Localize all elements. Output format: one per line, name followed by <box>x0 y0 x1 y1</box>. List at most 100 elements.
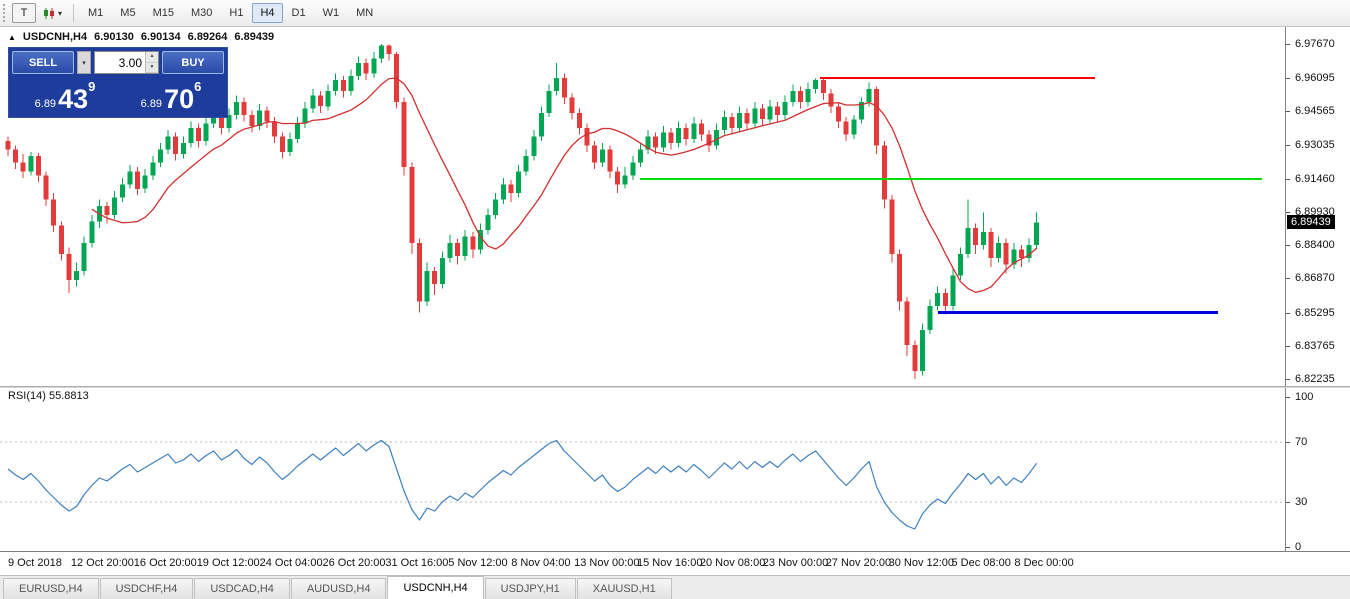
time-axis[interactable]: 9 Oct 2018 12 Oct 20:00 16 Oct 20:00 19 Oct… <box>0 551 1350 575</box>
price-axis-label: 6.83765 <box>1295 339 1335 352</box>
price-axis-tick <box>1286 345 1290 347</box>
time-axis-label: 20 Nov 08:00 <box>699 557 766 569</box>
price-axis-label: 6.82235 <box>1295 372 1335 385</box>
price-axis-tick <box>1286 144 1290 146</box>
chart-tab-usdcad[interactable]: USDCAD,H4 <box>194 578 290 599</box>
time-axis-label: 5 Nov 12:00 <box>448 557 508 569</box>
price-chart-area[interactable]: ▲ USDCNH,H4 6.90130 6.90134 6.89264 6.89… <box>0 27 1350 386</box>
ask-prefix: 6.89 <box>140 98 163 110</box>
bid-big-digits: 43 <box>58 84 89 114</box>
timeframe-button-m30[interactable]: M30 <box>183 3 220 23</box>
symbol-label: USDCNH,H4 <box>22 31 88 43</box>
buy-button[interactable]: BUY <box>162 51 224 74</box>
time-axis-label: 13 Nov 00:00 <box>574 557 640 569</box>
rsi-value: 55.8813 <box>48 390 89 402</box>
time-axis-label: 8 Dec 00:00 <box>1014 557 1074 569</box>
timeframe-toolbar: M1 M5 M15 M30 H1 H4 D1 W1 MN <box>80 3 381 23</box>
lot-increase-button[interactable]: ▲ <box>146 52 158 63</box>
timeframe-button-d1[interactable]: D1 <box>284 3 314 23</box>
price-axis-tick <box>1286 111 1290 113</box>
sell-button[interactable]: SELL <box>12 51 74 74</box>
chart-tab-usdjpy[interactable]: USDJPY,H1 <box>484 578 576 599</box>
price-axis-label: 6.88400 <box>1295 239 1335 252</box>
price-axis-label: 6.94565 <box>1295 105 1335 118</box>
dropdown-caret-icon: ▾ <box>58 8 63 18</box>
bid-prefix: 6.89 <box>34 98 57 110</box>
time-axis-label: 8 Nov 04:00 <box>511 557 571 569</box>
low-value: 6.89264 <box>187 31 228 43</box>
time-axis-label: 24 Oct 04:00 <box>259 557 323 569</box>
panel-splitter[interactable] <box>0 386 1350 388</box>
rsi-label: RSI(14) <box>8 390 46 402</box>
timeframe-button-m5[interactable]: M5 <box>112 3 143 23</box>
candlestick-icon <box>44 7 54 19</box>
rsi-axis: 100 70 30 0 <box>1285 388 1350 553</box>
toolbar-separator <box>73 4 75 22</box>
lot-size-input[interactable] <box>95 52 145 73</box>
time-axis-label: 5 Dec 08:00 <box>951 557 1011 569</box>
price-axis-label: 6.97670 <box>1295 38 1335 50</box>
toolbar-grip[interactable] <box>3 4 8 22</box>
price-axis-tick <box>1286 278 1290 280</box>
chart-style-button[interactable]: ▾ <box>38 3 66 23</box>
price-axis-label: 6.86870 <box>1295 272 1335 285</box>
price-axis-tick <box>1286 211 1290 213</box>
price-axis-label: 6.93035 <box>1295 138 1335 151</box>
timeframe-button-w1[interactable]: W1 <box>315 3 348 23</box>
time-axis-label: 26 Oct 20:00 <box>322 557 386 569</box>
rsi-axis-label: 30 <box>1295 496 1308 508</box>
time-axis-label: 30 Nov 12:00 <box>888 557 955 569</box>
rsi-header: RSI(14) 55.8813 <box>8 390 89 402</box>
timeframe-button-h4[interactable]: H4 <box>252 3 283 23</box>
ask-quote[interactable]: 6.89 70 6 <box>118 77 224 114</box>
rsi-panel[interactable]: RSI(14) 55.8813 100 70 30 0 <box>0 388 1350 553</box>
panel-toggle-icon[interactable]: ▲ <box>8 32 16 42</box>
timeframe-button-mn[interactable]: MN <box>348 3 381 23</box>
time-axis-label: 31 Oct 16:00 <box>385 557 449 569</box>
timeframe-button-h1[interactable]: H1 <box>221 3 251 23</box>
price-axis-tick <box>1286 78 1290 80</box>
timeframe-button-m1[interactable]: M1 <box>80 3 111 23</box>
price-axis-label: 6.91460 <box>1295 172 1335 185</box>
price-axis-tick <box>1286 312 1290 314</box>
rsi-svg[interactable] <box>0 388 1285 551</box>
bid-quote[interactable]: 6.89 43 9 <box>12 77 118 114</box>
lot-decrease-button[interactable]: ▼ <box>146 62 158 73</box>
price-axis[interactable]: 6.97670 6.96095 6.94565 6.93035 6.91460 6.899… <box>1285 27 1350 386</box>
price-axis-tick <box>1286 178 1290 180</box>
time-axis-label: 15 Nov 16:00 <box>637 557 703 569</box>
ohlc-header: ▲ USDCNH,H4 6.90130 6.90134 6.89264 6.89… <box>8 31 274 43</box>
open-value: 6.90130 <box>94 31 134 43</box>
current-price-tag: 6.89439 <box>1287 214 1335 229</box>
ask-big-digits: 70 <box>164 84 195 114</box>
close-value: 6.89439 <box>234 31 275 43</box>
chart-tab-xauusd[interactable]: XAUUSD,H1 <box>576 578 672 599</box>
chart-tab-usdcnh[interactable]: USDCNH,H4 <box>387 576 484 599</box>
price-axis-label: 6.85295 <box>1295 306 1335 319</box>
chart-tab-usdchf[interactable]: USDCHF,H4 <box>99 578 194 599</box>
rsi-axis-tick <box>1286 502 1290 503</box>
price-chart-svg[interactable] <box>0 27 1285 386</box>
rsi-axis-label: 100 <box>1295 391 1314 403</box>
price-axis-tick <box>1286 378 1290 380</box>
rsi-axis-label: 70 <box>1295 436 1308 448</box>
chart-tab-eurusd[interactable]: EURUSD,H4 <box>3 578 99 599</box>
price-axis-label: 6.96095 <box>1295 72 1335 85</box>
templates-icon: T <box>20 7 28 19</box>
templates-button[interactable]: T <box>12 3 36 23</box>
chart-tab-bar: EURUSD,H4 USDCHF,H4 USDCAD,H4 AUDUSD,H4 USDC… <box>0 575 1350 599</box>
top-toolbar: T ▾ M1 M5 M15 M30 H1 H4 D1 W1 MN <box>0 0 1350 27</box>
bid-pip-digit: 9 <box>88 79 96 94</box>
high-value: 6.90134 <box>140 31 181 43</box>
time-axis-label: 19 Oct 12:00 <box>196 557 260 569</box>
lot-spinner: ▲ ▼ <box>145 52 158 73</box>
time-axis-label: 12 Oct 20:00 <box>70 557 134 569</box>
price-axis-tick <box>1286 245 1290 247</box>
timeframe-button-m15[interactable]: M15 <box>145 3 182 23</box>
lot-dropdown-button[interactable]: ▾ <box>77 51 91 74</box>
chart-tab-audusd[interactable]: AUDUSD,H4 <box>290 578 387 599</box>
rsi-axis-tick <box>1286 442 1290 443</box>
price-axis-tick <box>1286 44 1290 45</box>
